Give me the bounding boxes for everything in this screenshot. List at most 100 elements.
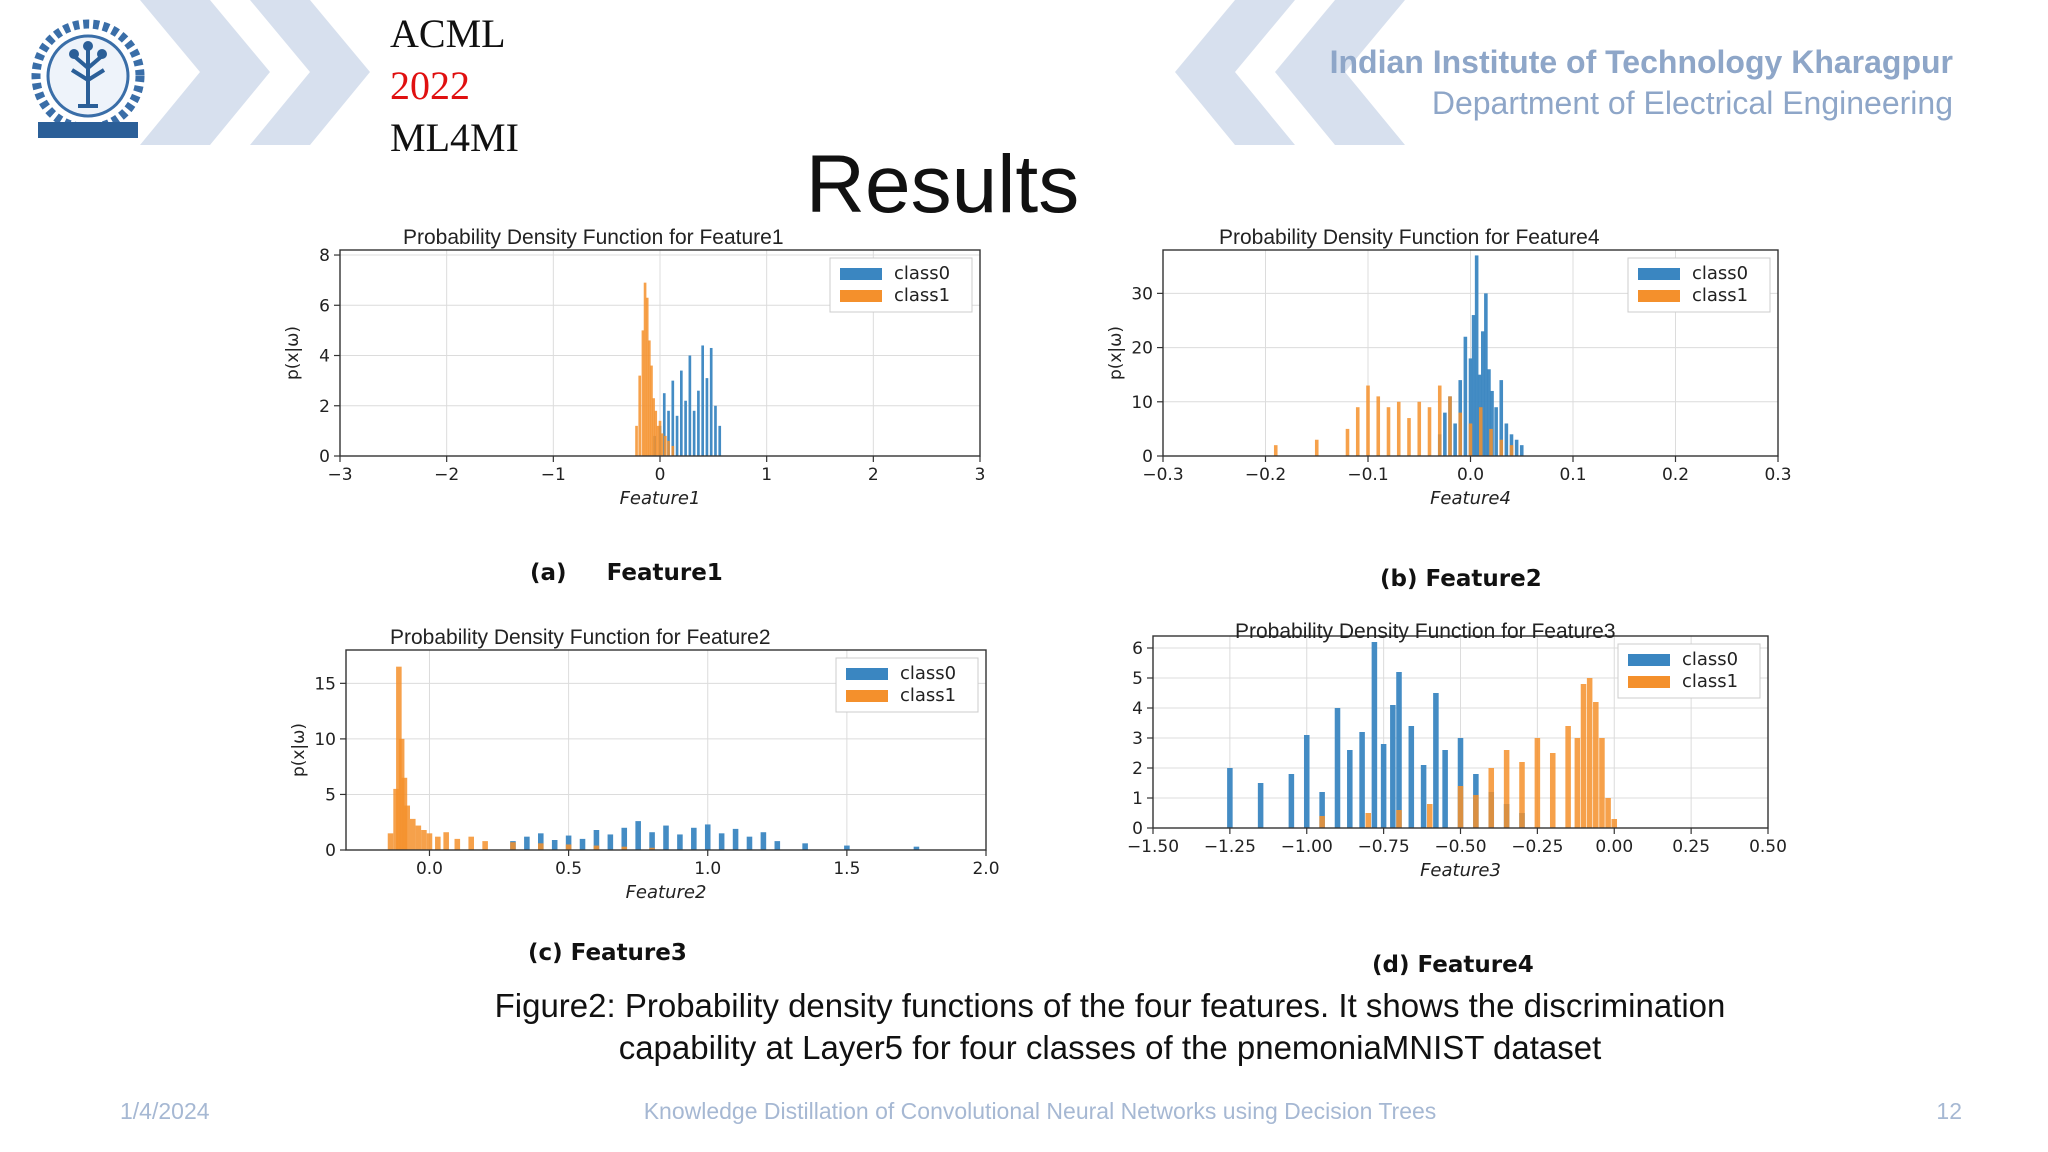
y-tick-label: 5 <box>1132 669 1143 689</box>
histogram-bar-class0 <box>1499 380 1504 456</box>
histogram-bar-class0 <box>1519 445 1524 456</box>
histogram-bar-class1 <box>1386 407 1391 456</box>
histogram-bar-class1 <box>1565 726 1571 828</box>
histogram-bar-class0 <box>635 821 641 850</box>
histogram-bar-class1 <box>643 282 647 456</box>
histogram-bar-class1 <box>1345 428 1350 456</box>
histogram-bar-class1 <box>1396 401 1401 456</box>
x-tick-label: −1.00 <box>1281 837 1333 857</box>
legend-label: class1 <box>900 685 956 706</box>
figure-caption-line1: Figure2: Probability density functions o… <box>494 987 1726 1024</box>
histogram-bar-class0 <box>709 347 713 456</box>
histogram-bar-class1 <box>1366 385 1370 456</box>
histogram-bar-class0 <box>1487 369 1491 456</box>
histogram-bar-class1 <box>1586 678 1593 828</box>
histogram-feature2: 0.0 0.5 1.0 1.5 2.0 0 5 10 15 Feature2 p(x|ω) class… <box>289 649 1000 903</box>
x-axis-label: Feature3 <box>1420 860 1501 881</box>
y-tick-label: 6 <box>319 296 330 316</box>
x-tick-label: 3 <box>975 465 986 485</box>
x-tick-label: 1 <box>761 465 772 485</box>
x-tick-label: 1.0 <box>694 859 721 879</box>
y-tick-label: 20 <box>1131 339 1153 359</box>
histogram-bar-class0 <box>1227 768 1233 828</box>
legend-box <box>829 257 973 313</box>
chart-panel-b: Probability Density Function for Feature… <box>1085 222 1845 527</box>
x-tick-label: −0.2 <box>1245 465 1286 485</box>
x-tick-label: 0.00 <box>1595 837 1633 857</box>
workshop-name: ML4MI <box>390 115 519 160</box>
chart-panel-a: Probability Density Function for Feature… <box>260 222 1020 527</box>
histogram-bar-class0 <box>802 843 808 850</box>
histogram-bar-class0 <box>1303 735 1310 828</box>
histogram-bar-class1 <box>398 738 405 850</box>
chevron-decoration-icon <box>140 0 370 145</box>
histogram-bar-class0 <box>704 824 711 850</box>
histogram-bar-class0 <box>1371 642 1378 828</box>
chart-title: Probability Density Function for Feature… <box>390 626 771 649</box>
histogram-bar-class0 <box>663 825 669 850</box>
chart-caption-c: (c) Feature3 <box>528 940 687 966</box>
histogram-bar-class0 <box>718 425 722 456</box>
histogram-bar-class0 <box>649 832 655 850</box>
histogram-bar-class0 <box>1453 423 1457 456</box>
x-tick-label: 0.0 <box>1457 465 1484 485</box>
histogram-bar-class0 <box>714 405 717 456</box>
histogram-bar-class1 <box>1448 396 1452 456</box>
x-tick-label: 1.5 <box>833 859 860 879</box>
histogram-bar-class1 <box>1355 407 1360 456</box>
histogram-bar-class1 <box>1534 738 1541 828</box>
histogram-bar-class0 <box>1359 732 1365 828</box>
histogram-bar-class1 <box>1426 804 1433 828</box>
plot-frame <box>339 249 981 457</box>
histogram-bar-class1 <box>1437 385 1442 456</box>
caption-label: (a) <box>530 560 567 586</box>
legend-box <box>1617 643 1761 699</box>
y-tick-label: 10 <box>314 730 336 750</box>
x-tick-label: −3 <box>327 465 352 485</box>
legend-swatch <box>840 290 882 302</box>
histogram-bar-class0 <box>746 836 753 850</box>
y-axis-label: p(x|ω) <box>1106 326 1126 380</box>
histogram-bar-class0 <box>1347 750 1353 828</box>
histogram-bar-class0 <box>1433 693 1439 828</box>
histogram-bar-class0 <box>1468 358 1473 456</box>
histogram-bar-class1 <box>645 297 649 456</box>
histogram-bar-class1 <box>443 832 449 850</box>
x-tick-label: −0.1 <box>1347 465 1388 485</box>
histogram-bar-class1 <box>1417 401 1422 456</box>
histogram-bar-class0 <box>1481 331 1485 456</box>
histogram-bar-class1 <box>454 838 461 850</box>
chart-title: Probability Density Function for Feature… <box>1235 620 1616 643</box>
histogram-bar-class0 <box>732 828 739 850</box>
histogram-bar-class1 <box>621 846 628 850</box>
slide-title: Results <box>805 139 1080 230</box>
histogram-bar-class1 <box>1457 786 1464 828</box>
chart-panel-c: Probability Density Function for Feature… <box>260 622 1020 927</box>
histogram-bar-class1 <box>1519 762 1525 828</box>
histogram-bar-class0 <box>607 834 614 850</box>
y-tick-label: 2 <box>319 397 330 417</box>
x-tick-label: 0.5 <box>555 859 582 879</box>
x-tick-label: −1.50 <box>1127 837 1179 857</box>
histogram-bar-class1 <box>1478 407 1483 456</box>
histogram-bar-class0 <box>1474 255 1479 456</box>
histogram-bar-class1 <box>426 833 433 850</box>
x-tick-label: 0.50 <box>1749 837 1787 857</box>
histogram-bar-class0 <box>1442 750 1448 828</box>
x-tick-label: −1.25 <box>1204 837 1256 857</box>
chart-caption-a: (a) Feature1 <box>530 560 723 586</box>
histogram-bar-class1 <box>593 845 600 850</box>
histogram-bar-class0 <box>593 830 600 850</box>
histogram-bar-class1 <box>1488 768 1495 828</box>
histogram-bar-class1 <box>1499 439 1504 456</box>
histogram-bar-class1 <box>635 425 638 456</box>
legend-swatch <box>1638 290 1680 302</box>
histogram-bar-class0 <box>1471 315 1476 456</box>
y-tick-label: 0 <box>319 447 330 467</box>
y-tick-label: 0 <box>1142 447 1153 467</box>
histogram-bar-class1 <box>648 340 651 456</box>
histogram-bar-class0 <box>579 838 586 850</box>
plot-frame <box>1162 249 1779 457</box>
histogram-bar-class0 <box>1380 744 1387 828</box>
histogram-bar-class1 <box>387 833 394 850</box>
